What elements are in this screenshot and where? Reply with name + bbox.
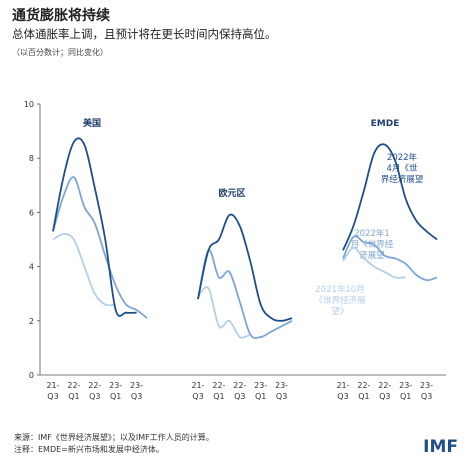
- series-label: 2022年1 月《世界经济展望: [351, 228, 394, 261]
- series-line: [52, 137, 137, 317]
- series-label: 2021年10月《世界经济展望》: [314, 284, 366, 317]
- series-line: [342, 143, 438, 251]
- x-tick-label: 23-Q3: [130, 381, 143, 401]
- source: 来源：IMF《世界经济展望》；以及IMF工作人员的计算。: [14, 432, 214, 442]
- footnote: 注释：EMDE=新兴市场和发展中经济体。: [14, 444, 164, 454]
- y-tick-label: 4: [29, 263, 34, 272]
- series-line: [197, 249, 293, 339]
- x-tick-label: 23-Q3: [275, 381, 288, 401]
- y-tick-label: 0: [29, 371, 34, 380]
- y-tick-label: 6: [29, 208, 34, 217]
- subtitle: 总体通胀率上调，且预计将在更长时间内保持高位。: [12, 27, 277, 41]
- y-tick-label: 10: [24, 100, 34, 109]
- series-line: [52, 176, 148, 319]
- series-line: [342, 235, 438, 282]
- panel-title: EMDE: [371, 119, 400, 129]
- x-tick-label: 22-Q3: [88, 381, 101, 401]
- x-tick-label: 21-Q3: [46, 381, 59, 401]
- x-tick-label: 23-Q3: [420, 381, 433, 401]
- x-tick-label: 21-Q3: [191, 381, 204, 401]
- series-line: [342, 246, 406, 279]
- x-tick-label: 23-Q1: [109, 381, 122, 401]
- series-label: 2022年 4月《世界经济展望: [381, 152, 424, 185]
- panel-title: 欧元区: [218, 187, 245, 199]
- x-tick-label: 22-Q1: [67, 381, 80, 401]
- panel-title: 美国: [83, 117, 101, 129]
- x-tick-label: 21-Q3: [336, 381, 349, 401]
- x-tick-label: 23-Q1: [399, 381, 412, 401]
- x-tick-label: 22-Q1: [212, 381, 225, 401]
- series-line: [197, 213, 293, 322]
- y-tick-label: 2: [29, 317, 34, 326]
- logo: IMF: [423, 437, 458, 457]
- title: 通货膨胀将持续: [12, 7, 110, 24]
- y-tick-label: 8: [29, 154, 34, 163]
- x-tick-label: 22-Q1: [357, 381, 370, 401]
- x-tick-label: 22-Q3: [378, 381, 391, 401]
- series-line: [52, 233, 116, 307]
- note: （以百分数计；同比变化）: [12, 47, 108, 57]
- x-tick-label: 23-Q1: [254, 381, 267, 401]
- series-line: [197, 286, 251, 339]
- x-tick-label: 22-Q3: [233, 381, 246, 401]
